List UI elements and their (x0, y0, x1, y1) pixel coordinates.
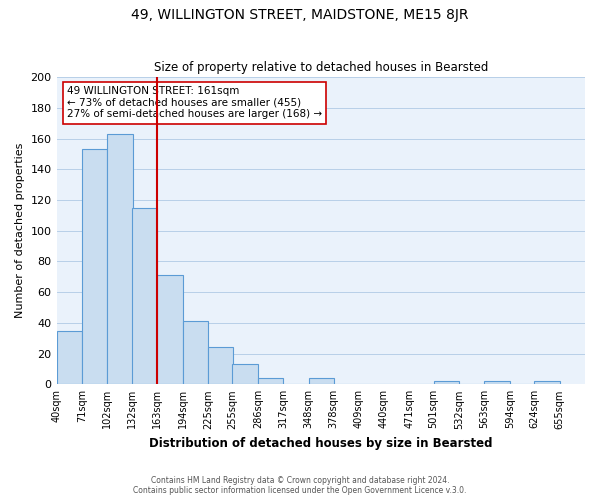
Bar (258, 378, 283, 384)
Text: Contains HM Land Registry data © Crown copyright and database right 2024.
Contai: Contains HM Land Registry data © Crown c… (133, 476, 467, 495)
Bar (182, 322, 208, 384)
Bar (534, 381, 560, 384)
Bar (157, 275, 182, 384)
X-axis label: Distribution of detached houses by size in Bearsted: Distribution of detached houses by size … (149, 437, 493, 450)
Bar (82, 150, 107, 384)
Y-axis label: Number of detached properties: Number of detached properties (15, 143, 25, 318)
Bar (132, 208, 157, 384)
Title: Size of property relative to detached houses in Bearsted: Size of property relative to detached ho… (154, 62, 488, 74)
Text: 49, WILLINGTON STREET, MAIDSTONE, ME15 8JR: 49, WILLINGTON STREET, MAIDSTONE, ME15 8… (131, 8, 469, 22)
Bar (434, 381, 459, 384)
Bar (208, 348, 233, 385)
Bar (308, 378, 334, 384)
Bar (232, 364, 258, 384)
Bar (107, 134, 133, 384)
Bar (56, 330, 82, 384)
Text: 49 WILLINGTON STREET: 161sqm
← 73% of detached houses are smaller (455)
27% of s: 49 WILLINGTON STREET: 161sqm ← 73% of de… (67, 86, 322, 120)
Bar (484, 381, 510, 384)
